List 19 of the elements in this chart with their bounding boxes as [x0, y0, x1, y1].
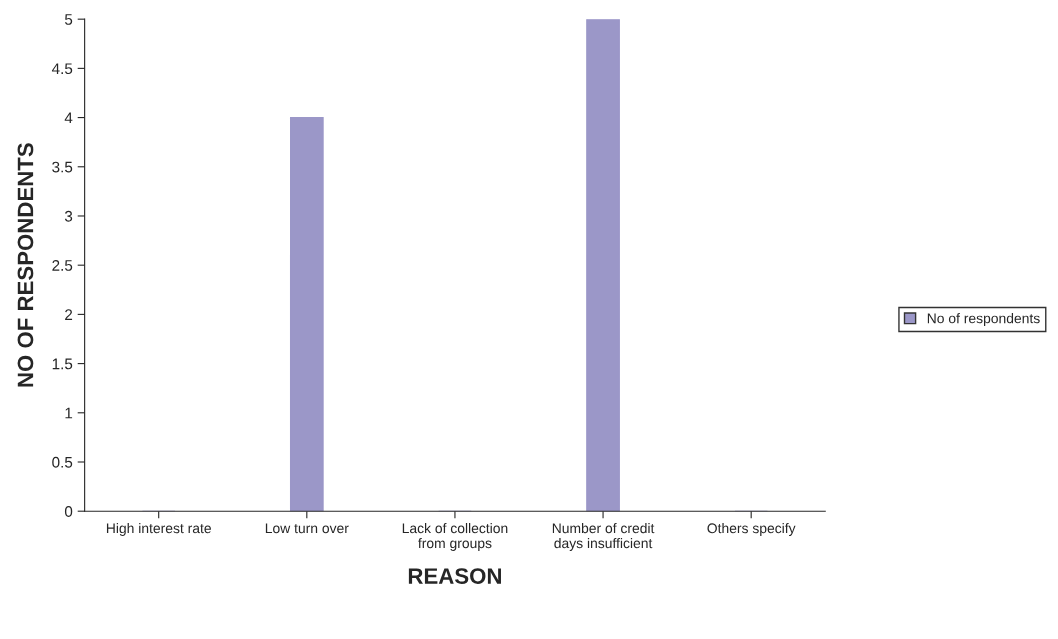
- y-tick-label: 2.5: [52, 260, 73, 271]
- x-tick-label: Number of credit days insufficient: [552, 523, 655, 551]
- x-tick-label: Low turn over: [265, 523, 349, 534]
- y-tick-label: 5: [64, 14, 73, 25]
- y-tick-label: 1.5: [52, 358, 73, 370]
- y-tick-label: 3: [64, 210, 73, 222]
- y-tick-label: 4: [64, 112, 73, 124]
- y-tick-label: 2: [65, 309, 73, 320]
- y-tick-label: 1: [65, 407, 73, 419]
- x-tick-label: High interest rate: [106, 523, 211, 536]
- y-tick-label: 0.5: [52, 456, 73, 468]
- legend-label: No of respondents: [927, 313, 1040, 327]
- x-tick-label: Lack of collection from groups: [402, 523, 508, 551]
- y-tick-label: 0: [64, 506, 73, 517]
- x-tick-label: Others specify: [707, 523, 796, 536]
- y-axis-title: NO OF RESPONDENTS: [17, 143, 34, 387]
- y-tick-label: 3.5: [52, 161, 73, 173]
- y-tick-label: 4.5: [51, 63, 73, 75]
- x-axis-title: REASON: [408, 568, 501, 584]
